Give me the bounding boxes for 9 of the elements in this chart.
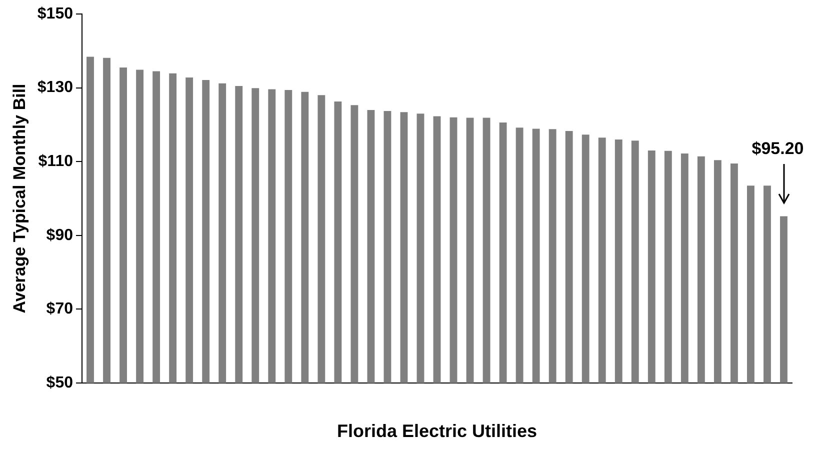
annotation: $95.20	[752, 139, 804, 158]
y-tick-label: $110	[38, 153, 74, 170]
y-tick-label: $130	[37, 79, 74, 96]
y-axis-title: Average Typical Monthly Bill	[10, 84, 29, 314]
y-tick-label: $70	[46, 300, 74, 318]
y-tick-label: $90	[46, 226, 74, 244]
x-axis-title: Florida Electric Utilities	[336, 421, 538, 442]
y-tick-label: $50	[46, 374, 74, 392]
y-tick-label: $150	[37, 5, 74, 22]
